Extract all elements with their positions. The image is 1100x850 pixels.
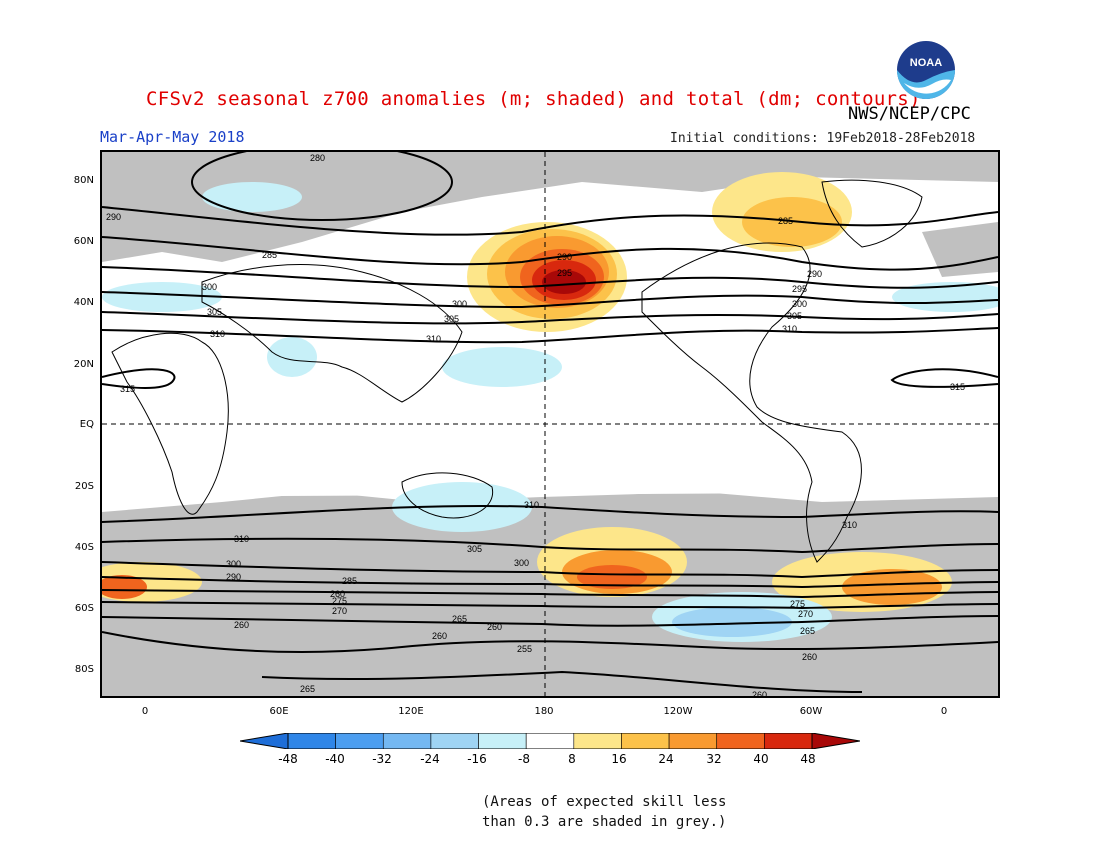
colorbar-cell (525, 733, 575, 749)
lon-label: 120W (663, 706, 693, 717)
contour-label: 305 (444, 314, 459, 324)
atlantic-grey (922, 222, 998, 277)
contour-label: 300 (226, 559, 241, 569)
contour-label: 305 (467, 544, 482, 554)
contour-label: 290 (106, 212, 121, 222)
colorbar-cell (668, 733, 718, 749)
footnote-line: (Areas of expected skill less (482, 794, 727, 810)
contour-label: 255 (517, 644, 532, 654)
colorbar-label: -8 (518, 752, 530, 766)
colorbar-label: -32 (372, 752, 392, 766)
lat-label: 60S (74, 603, 94, 614)
contour-label: 300 (792, 299, 807, 309)
contour-label: 310 (426, 334, 441, 344)
colorbar-label: 8 (568, 752, 576, 766)
contour-label: 275 (790, 599, 805, 609)
lon-label: 60E (269, 706, 289, 717)
contour-label: 260 (752, 690, 767, 696)
contour-label: 315 (950, 382, 965, 392)
lat-label: 80S (74, 664, 94, 675)
agency-label: NWS/NCEP/CPC (848, 104, 971, 124)
noaa-logo: NOAA (897, 41, 955, 99)
contour-label: 310 (524, 500, 539, 510)
colorbar-cell (335, 733, 384, 749)
contour-label: 275 (332, 596, 347, 606)
lat-label: 40N (73, 297, 94, 308)
contour-label: 265 (300, 684, 315, 694)
footnote-line: than 0.3 are shaded in grey.) (482, 814, 727, 830)
coastlines (111, 179, 923, 563)
season-label: Mar-Apr-May 2018 (100, 128, 245, 146)
colorbar-label: -48 (278, 752, 298, 766)
lon-label: 0 (940, 706, 948, 717)
colorbar-cell (764, 733, 813, 749)
contour-label: 300 (452, 299, 467, 309)
lon-label: 120E (398, 706, 424, 717)
contour-label: 260 (487, 622, 502, 632)
colorbar-label: -40 (325, 752, 345, 766)
anomaly-map: 280 285 290 290 295 300 300 305 305 310 … (102, 152, 998, 696)
contour-label: 260 (234, 620, 249, 630)
contour-label: 280 (310, 153, 325, 163)
lat-label: 80N (73, 175, 94, 186)
contour-label: 290 (557, 252, 572, 262)
initial-conditions-label: Initial conditions: 19Feb2018-28Feb2018 (670, 131, 976, 146)
contour-label: 295 (557, 268, 572, 278)
contour-label: 310 (234, 534, 249, 544)
lat-label: 20S (74, 481, 94, 492)
colorbar-cell (382, 733, 432, 749)
contour-label: 300 (514, 558, 529, 568)
colorbar-label: 32 (706, 752, 722, 766)
colorbar-arrow-right (811, 733, 860, 749)
contour-label: 265 (452, 614, 467, 624)
colorbar-cell (621, 733, 670, 749)
contour-label: 290 (807, 269, 822, 279)
contour-label: 295 (792, 284, 807, 294)
colorbar-cell (573, 733, 622, 749)
lon-label: 180 (534, 706, 554, 717)
lat-label: 40S (74, 542, 94, 553)
colorbar-arrow-left (240, 733, 289, 749)
contour-label: 260 (330, 589, 345, 599)
noaa-logo-text: NOAA (910, 57, 942, 69)
contour-label: 265 (800, 626, 815, 636)
lon-label: 60W (799, 706, 823, 717)
colorbar-label: 40 (753, 752, 769, 766)
contour-label: 260 (432, 631, 447, 641)
colorbar-cell (478, 733, 527, 749)
contour-label: 310 (842, 520, 857, 530)
contour-label: 305 (787, 311, 802, 321)
contour-label: 285 (342, 576, 357, 586)
skill-footnote: (Areas of expected skill less than 0.3 a… (482, 792, 726, 832)
height-contours (102, 152, 998, 693)
colorbar-label: 16 (611, 752, 627, 766)
contour-label: 285 (262, 250, 277, 260)
colorbar-cell (287, 733, 336, 749)
lat-label: 20N (73, 359, 94, 370)
lat-label: 60N (73, 236, 94, 247)
contour-labels: 280 285 290 290 295 300 300 305 305 310 … (106, 153, 965, 696)
contour-label: 300 (202, 282, 217, 292)
contour-label: 270 (798, 609, 813, 619)
chart-title: CFSv2 seasonal z700 anomalies (m; shaded… (146, 88, 921, 110)
contour-label: 270 (332, 606, 347, 616)
contour-label: 310 (210, 329, 225, 339)
contour-label: 260 (802, 652, 817, 662)
lat-label: EQ (79, 419, 94, 430)
contour-label: 310 (782, 324, 797, 334)
lon-label: 0 (141, 706, 149, 717)
colorbar (240, 733, 860, 749)
colorbar-cell (716, 733, 765, 749)
contour-label: 315 (120, 384, 135, 394)
contour-label: 285 (778, 216, 793, 226)
colorbar-label: 48 (800, 752, 816, 766)
colorbar-cell (430, 733, 479, 749)
colorbar-label: 24 (658, 752, 674, 766)
colorbar-label: -24 (420, 752, 440, 766)
contour-label: 305 (207, 307, 222, 317)
contour-label: 290 (226, 572, 241, 582)
map-panel: 280 285 290 290 295 300 300 305 305 310 … (100, 150, 1000, 698)
colorbar-label: -16 (467, 752, 487, 766)
